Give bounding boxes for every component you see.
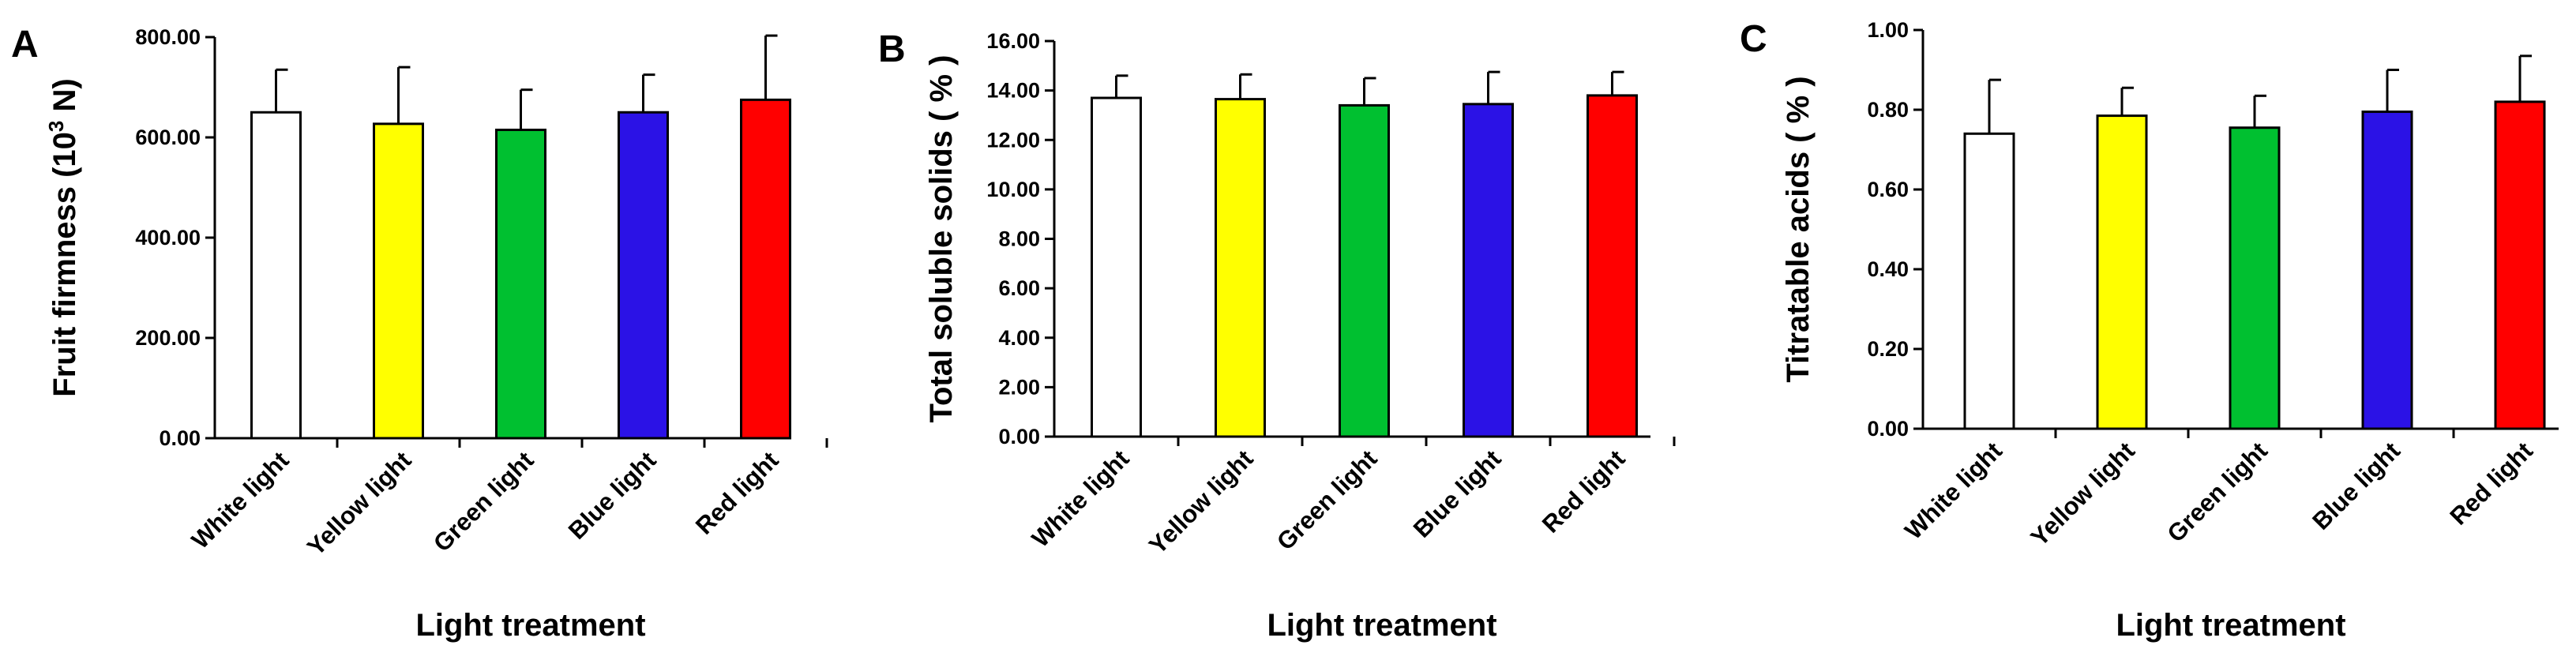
x-category-label: White light	[1899, 437, 2007, 545]
bar	[740, 98, 791, 440]
bar	[373, 122, 424, 440]
x-category-label: Blue light	[2307, 437, 2405, 535]
panel-letter: C	[1740, 18, 1767, 60]
y-tick-label: 0.40	[1867, 257, 1909, 281]
x-category-label: Yellow light	[1143, 445, 1258, 559]
bar	[1963, 132, 2015, 430]
y-tick-label: 12.00	[986, 128, 1040, 152]
y-axis-title: Titratable acids ( % )	[1781, 76, 1816, 382]
y-tick-label: 600.00	[135, 126, 201, 149]
y-tick-label: 10.00	[986, 178, 1040, 201]
bar	[1587, 94, 1638, 438]
y-tick-label: 400.00	[135, 226, 201, 249]
y-tick-label: 0.80	[1867, 98, 1909, 122]
y-tick-label: 6.00	[998, 276, 1040, 300]
x-category-label: Red light	[2444, 437, 2538, 531]
bar	[1091, 96, 1142, 438]
bar	[1215, 98, 1266, 438]
x-axis-title: Light treatment	[1267, 608, 1496, 643]
x-category-label: Blue light	[563, 446, 662, 545]
y-tick-label: 8.00	[998, 227, 1040, 251]
x-axis-title: Light treatment	[2116, 608, 2345, 643]
bar	[2096, 114, 2148, 430]
y-tick-label: 14.00	[986, 79, 1040, 103]
x-category-label: Yellow light	[302, 446, 416, 561]
x-axis-title: Light treatment	[415, 608, 645, 643]
y-tick-label: 4.00	[998, 326, 1040, 350]
y-tick-label: 0.00	[1867, 417, 1909, 441]
y-tick-label: 800.00	[135, 25, 201, 49]
bar	[1339, 103, 1390, 438]
bar	[495, 128, 546, 440]
y-tick-label: 0.60	[1867, 178, 1909, 201]
panel-letter: B	[878, 28, 906, 70]
panel-B: B 0.00 2.00 4.00 6.00 8.00 10.00 12.00 14.00 16.0…	[878, 28, 1676, 643]
x-category-label: Green light	[1271, 445, 1382, 555]
y-tick-label: 0.00	[998, 425, 1040, 448]
y-tick-label: 200.00	[135, 326, 201, 350]
bar	[1463, 103, 1514, 438]
panel-A: A 0.00 200.00 400.00 600.00 800.00 White light…	[11, 24, 828, 643]
bar	[2494, 100, 2546, 430]
y-tick-label: 0.20	[1867, 337, 1909, 361]
x-category-label: White light	[186, 446, 295, 554]
y-tick-label: 16.00	[986, 29, 1040, 53]
x-category-label: Green light	[2161, 437, 2272, 547]
panel-C: C 0.00 0.20 0.40 0.60 0.80 1.00 White light Yell…	[1740, 18, 2559, 643]
bar	[618, 111, 669, 440]
bar	[250, 111, 302, 440]
y-tick-label: 1.00	[1867, 18, 1909, 42]
x-category-label: Red light	[1537, 445, 1631, 538]
bar	[2229, 126, 2281, 430]
y-axis-title: Total soluble solids ( % )	[924, 55, 959, 423]
x-category-label: White light	[1027, 445, 1135, 553]
x-category-label: Yellow light	[2026, 437, 2140, 551]
y-tick-label: 2.00	[998, 375, 1040, 399]
x-category-label: Blue light	[1408, 445, 1507, 543]
x-category-label: Green light	[428, 446, 539, 557]
y-tick-label: 0.00	[159, 426, 201, 450]
bar	[2361, 111, 2413, 430]
x-category-label: Red light	[690, 446, 784, 540]
y-axis-title: Fruit firmness (103 N)	[44, 78, 82, 396]
panel-letter: A	[11, 24, 39, 66]
